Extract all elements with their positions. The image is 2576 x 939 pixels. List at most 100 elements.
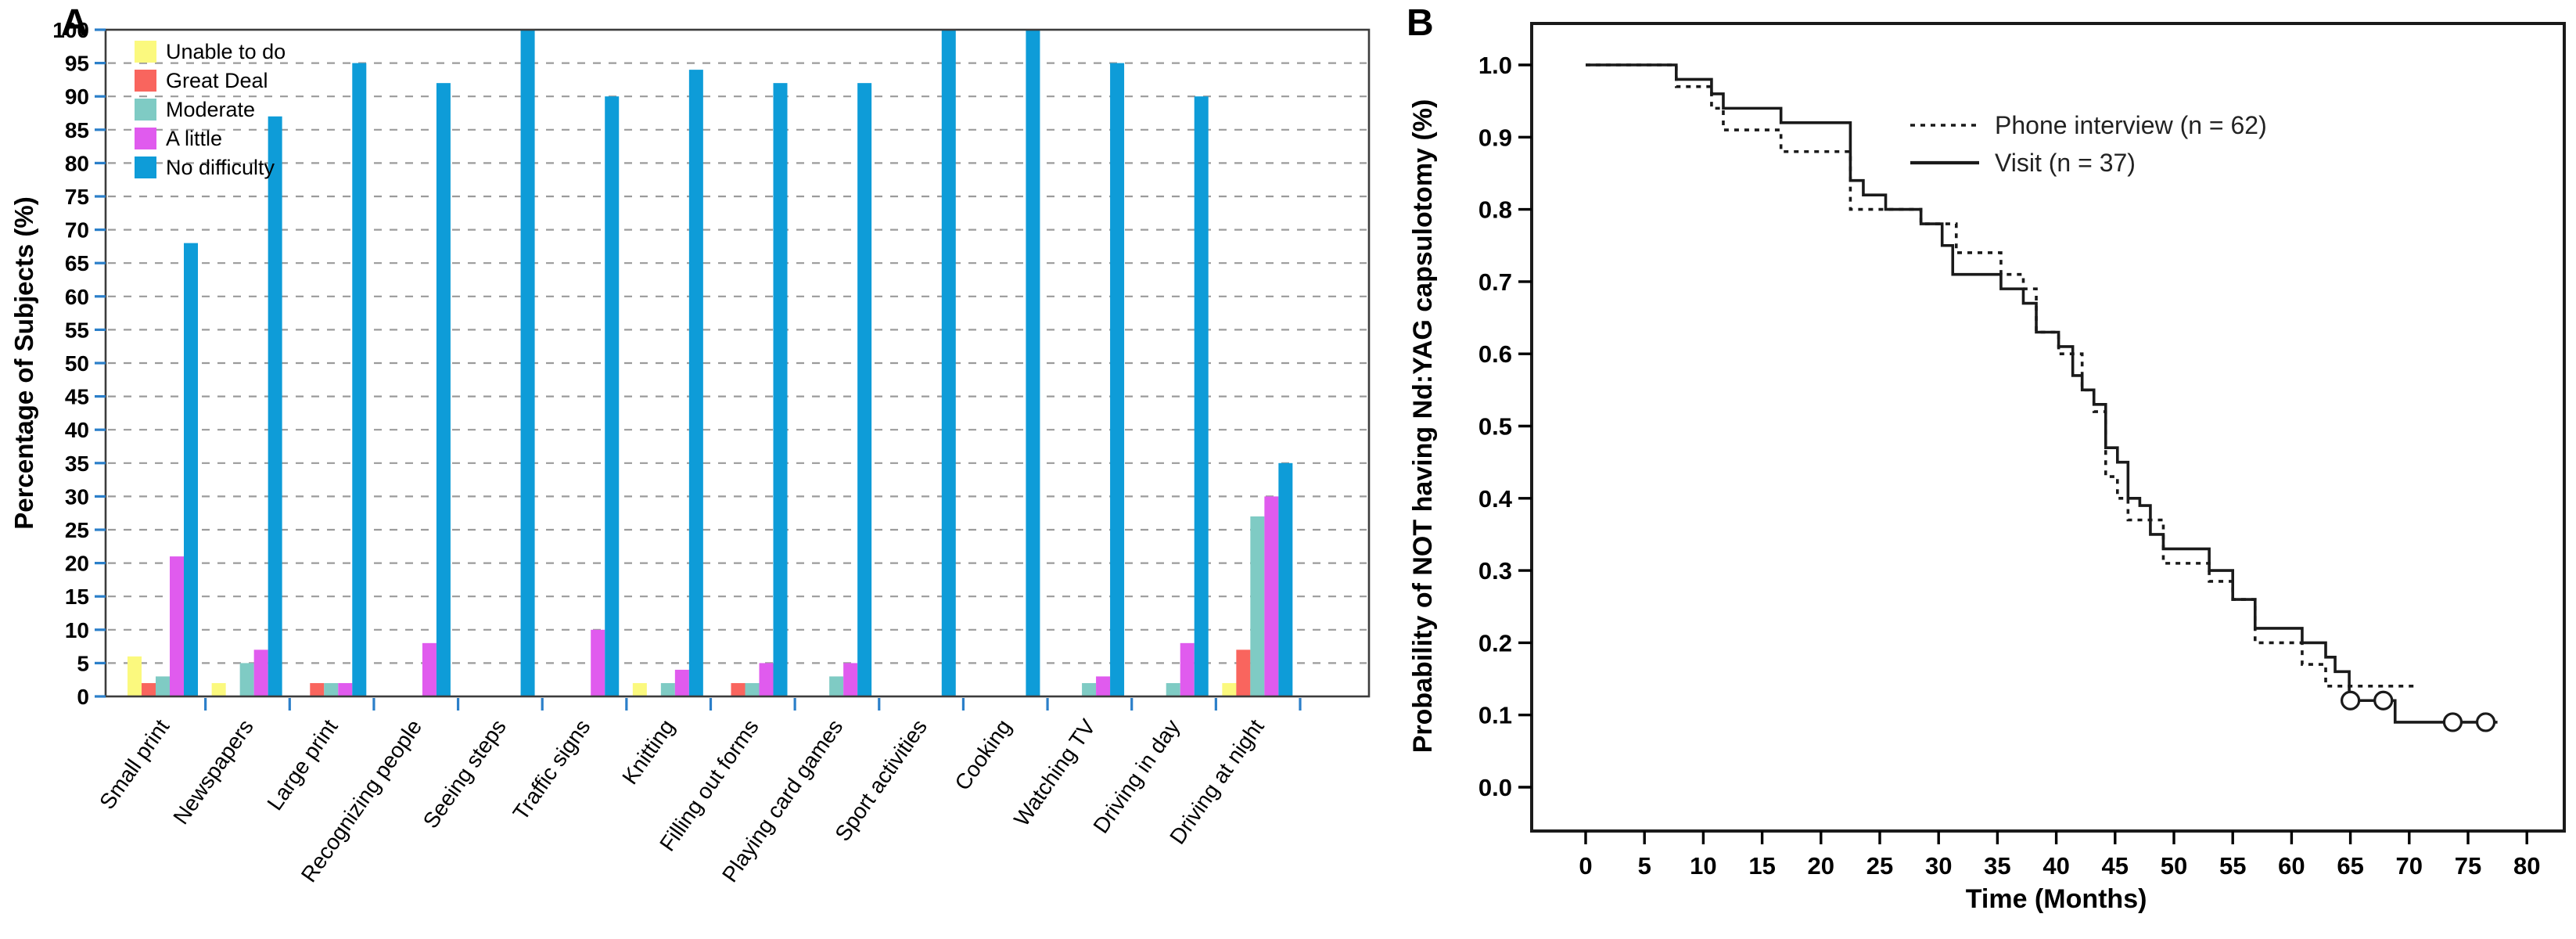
x-category-label: Newspapers bbox=[168, 715, 258, 829]
bar-no-difficulty bbox=[941, 30, 956, 696]
x-tick-label: 25 bbox=[1866, 852, 1893, 880]
bar-no-difficulty bbox=[184, 243, 198, 696]
panel-b-label: B bbox=[1407, 2, 1434, 44]
x-tick-label: 75 bbox=[2455, 852, 2481, 880]
legend-swatch bbox=[135, 99, 156, 121]
legend-label: Phone interview (n = 62) bbox=[1995, 111, 2267, 139]
bar-a-little bbox=[338, 682, 353, 696]
legend-label: Unable to do bbox=[166, 40, 286, 63]
y-tick-label: 0.2 bbox=[1478, 629, 1512, 657]
bar-unable-to-do bbox=[211, 682, 226, 696]
censor-mark bbox=[2475, 712, 2496, 732]
x-category-label: Seeing steps bbox=[419, 715, 511, 833]
difficulty-bar-chart: 0 5 10 15 20 25 30 35 40 45 50 55 60 65 70 75 80 85 90 95 10… bbox=[9, 18, 1371, 887]
x-category-label: Sport activities bbox=[830, 715, 932, 846]
y-tick-label: 1.0 bbox=[1478, 52, 1512, 79]
bar-no-difficulty bbox=[520, 30, 535, 696]
x-tick-label: 55 bbox=[2219, 852, 2246, 880]
bar-moderate bbox=[660, 682, 675, 696]
bar-moderate bbox=[745, 682, 760, 696]
legend-label: Moderate bbox=[166, 98, 255, 121]
bar-moderate bbox=[829, 676, 844, 696]
y-tick-label: 45 bbox=[65, 385, 89, 409]
bar-moderate bbox=[156, 676, 170, 696]
x-tick-label: 5 bbox=[1638, 852, 1651, 880]
y-tick-label: 60 bbox=[65, 285, 89, 309]
y-tick-label: 35 bbox=[65, 452, 89, 476]
km-line-solid bbox=[1586, 63, 2498, 724]
bar-no-difficulty bbox=[1026, 30, 1040, 696]
legend-label: Visit (n = 37) bbox=[1995, 149, 2136, 177]
legend-swatch bbox=[135, 156, 156, 178]
x-tick-label: 60 bbox=[2278, 852, 2305, 880]
x-tick-label: 35 bbox=[1984, 852, 2010, 880]
censor-mark bbox=[2340, 690, 2361, 711]
y-tick-label: 0.1 bbox=[1478, 702, 1512, 729]
bar-a-little bbox=[759, 663, 774, 696]
y-tick-label: 0 bbox=[77, 685, 89, 709]
y-tick-label: 0.9 bbox=[1478, 124, 1512, 151]
y-tick-label: 50 bbox=[65, 351, 89, 376]
y-tick-label: 0.8 bbox=[1478, 196, 1512, 224]
y-tick-label: 95 bbox=[65, 52, 89, 76]
y-tick-label: 100 bbox=[52, 18, 89, 42]
panel-a-label: A bbox=[61, 2, 88, 44]
x-tick-label: 80 bbox=[2513, 852, 2540, 880]
bar-a-little bbox=[253, 649, 268, 696]
x-category-label: Cooking bbox=[950, 715, 1015, 795]
x-tick-label: 50 bbox=[2161, 852, 2187, 880]
x-tick-label: 45 bbox=[2102, 852, 2129, 880]
y-tick-label: 0.0 bbox=[1478, 774, 1512, 801]
bar-no-difficulty bbox=[1194, 96, 1209, 696]
bar-a-little bbox=[422, 642, 437, 696]
x-tick-label: 0 bbox=[1579, 852, 1592, 880]
censor-mark bbox=[2373, 690, 2394, 711]
x-tick-label: 65 bbox=[2337, 852, 2363, 880]
bar-no-difficulty bbox=[352, 63, 367, 697]
bar-moderate bbox=[1250, 516, 1265, 696]
bar-unable-to-do bbox=[1222, 682, 1237, 696]
bar-a-little bbox=[591, 629, 605, 696]
y-tick-label: 0.3 bbox=[1478, 557, 1512, 585]
y-tick-label: 20 bbox=[65, 552, 89, 576]
y-tick-label: 0.7 bbox=[1478, 268, 1512, 296]
y-tick-label: 65 bbox=[65, 251, 89, 275]
legend-swatch bbox=[135, 70, 156, 92]
y-tick-label: 55 bbox=[65, 318, 89, 342]
bar-no-difficulty bbox=[1110, 63, 1125, 697]
y-tick-label: 85 bbox=[65, 118, 89, 142]
x-category-label: Large print bbox=[262, 714, 342, 815]
legend-swatch bbox=[135, 128, 156, 149]
y-tick-label: 5 bbox=[77, 651, 89, 675]
y-tick-label: 80 bbox=[65, 151, 89, 175]
x-tick-label: 40 bbox=[2042, 852, 2069, 880]
y-tick-label: 75 bbox=[65, 185, 89, 209]
bar-moderate bbox=[1166, 682, 1180, 696]
legend-label: Great Deal bbox=[166, 69, 268, 92]
bar-moderate bbox=[1082, 682, 1097, 696]
x-category-label: Watching TV bbox=[1009, 714, 1101, 830]
bar-a-little bbox=[1264, 496, 1279, 696]
y-tick-label: 30 bbox=[65, 484, 89, 509]
y-tick-label: 90 bbox=[65, 85, 89, 109]
y-tick-label: 40 bbox=[65, 418, 89, 442]
bar-a-little bbox=[1180, 642, 1195, 696]
legend-label: A little bbox=[166, 127, 222, 150]
x-category-label: Driving in day bbox=[1088, 715, 1184, 838]
x-tick-label: 15 bbox=[1748, 852, 1775, 880]
censor-mark bbox=[2442, 712, 2463, 732]
bar-no-difficulty bbox=[688, 70, 703, 697]
bar-a-little bbox=[843, 663, 858, 696]
x-axis-title: Time (Months) bbox=[1966, 884, 2147, 914]
y-axis-title: Percentage of Subjects (%) bbox=[9, 196, 38, 529]
bar-no-difficulty bbox=[773, 83, 788, 696]
x-tick-label: 30 bbox=[1925, 852, 1952, 880]
bar-a-little bbox=[1096, 676, 1111, 696]
x-category-label: Traffic signs bbox=[508, 715, 595, 825]
y-axis-title: Probability of NOT having Nd:YAG capsulo… bbox=[1408, 99, 1438, 754]
bar-no-difficulty bbox=[436, 83, 451, 696]
bar-great-deal bbox=[1236, 649, 1251, 696]
y-tick-label: 15 bbox=[65, 585, 89, 609]
bar-unable-to-do bbox=[632, 682, 647, 696]
